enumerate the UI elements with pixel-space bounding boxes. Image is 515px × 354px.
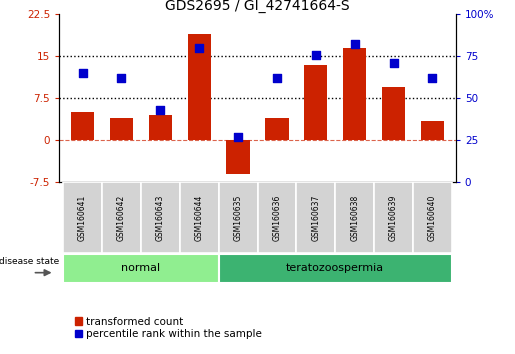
Bar [219, 254, 452, 282]
Legend: transformed count, percentile rank within the sample: transformed count, percentile rank withi… [75, 317, 262, 339]
Bar [296, 182, 335, 253]
Point [428, 75, 437, 81]
Bar [71, 112, 94, 140]
Point [312, 52, 320, 57]
Bar [227, 140, 250, 174]
Text: GSM160636: GSM160636 [272, 194, 281, 241]
Bar [258, 182, 296, 253]
Point [273, 75, 281, 81]
Point [234, 134, 242, 140]
Bar [63, 254, 219, 282]
Point [195, 45, 203, 51]
Text: disease state: disease state [0, 257, 60, 266]
Text: GSM160640: GSM160640 [428, 194, 437, 241]
Bar [141, 182, 180, 253]
Bar [413, 182, 452, 253]
Text: GSM160644: GSM160644 [195, 194, 204, 241]
Bar [382, 87, 405, 140]
Title: GDS2695 / GI_42741664-S: GDS2695 / GI_42741664-S [165, 0, 350, 13]
Bar [421, 121, 444, 140]
Text: GSM160637: GSM160637 [311, 194, 320, 241]
Bar [374, 182, 413, 253]
Bar [187, 34, 211, 140]
Text: normal: normal [122, 263, 161, 273]
Bar [63, 182, 102, 253]
Bar [265, 118, 288, 140]
Text: GSM160638: GSM160638 [350, 195, 359, 241]
Bar [180, 182, 219, 253]
Bar [149, 115, 172, 140]
Point [78, 70, 87, 76]
Text: GSM160643: GSM160643 [156, 194, 165, 241]
Point [351, 42, 359, 47]
Bar [304, 65, 328, 140]
Bar [335, 182, 374, 253]
Bar [219, 182, 258, 253]
Text: GSM160635: GSM160635 [234, 194, 243, 241]
Point [117, 75, 126, 81]
Text: GSM160639: GSM160639 [389, 194, 398, 241]
Text: GSM160642: GSM160642 [117, 195, 126, 241]
Text: GSM160641: GSM160641 [78, 195, 87, 241]
Point [389, 60, 398, 66]
Point [156, 107, 164, 113]
Bar [102, 182, 141, 253]
Text: teratozoospermia: teratozoospermia [286, 263, 384, 273]
Bar [110, 118, 133, 140]
Bar [343, 48, 366, 140]
